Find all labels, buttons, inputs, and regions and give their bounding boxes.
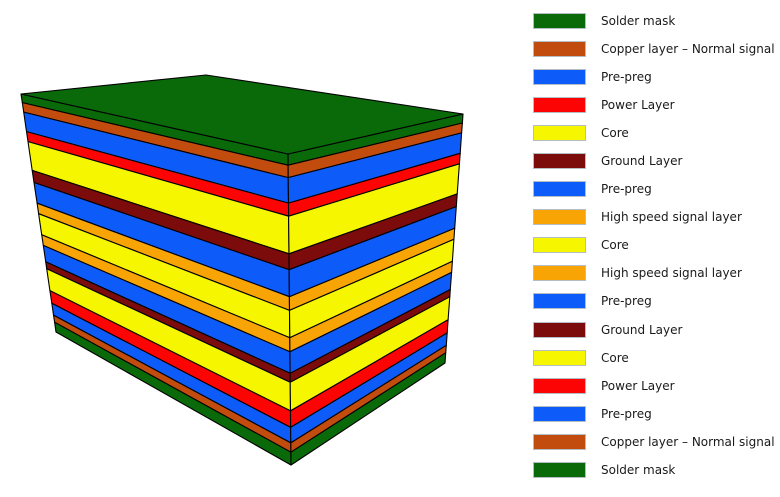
- legend-label: Power Layer: [601, 378, 675, 393]
- legend-label: Power Layer: [601, 98, 675, 113]
- legend-swatch: [533, 97, 586, 114]
- legend-swatch: [533, 433, 586, 450]
- legend-label: Ground Layer: [601, 154, 683, 169]
- legend-swatch: [533, 69, 586, 86]
- legend-swatch: [533, 13, 586, 30]
- legend-item: Solder mask: [533, 7, 775, 35]
- legend-swatch: [533, 377, 586, 394]
- legend-label: Pre-preg: [601, 294, 652, 309]
- legend-swatch: [533, 265, 586, 282]
- legend-label: Copper layer – Normal signal: [601, 42, 775, 57]
- legend-label: Pre-preg: [601, 406, 652, 421]
- legend-swatch: [533, 349, 586, 366]
- legend-swatch: [533, 461, 586, 478]
- legend-item: Pre-preg: [533, 63, 775, 91]
- legend-swatch: [533, 153, 586, 170]
- legend-label: Pre-preg: [601, 182, 652, 197]
- legend-item: High speed signal layer: [533, 203, 775, 231]
- legend-item: Ground Layer: [533, 147, 775, 175]
- legend-item: High speed signal layer: [533, 259, 775, 287]
- legend-item: Core: [533, 231, 775, 259]
- legend-swatch: [533, 209, 586, 226]
- legend-item: Pre-preg: [533, 400, 775, 428]
- legend-label: Core: [601, 238, 629, 253]
- legend: Solder mask Copper layer – Normal signal P…: [533, 7, 775, 484]
- legend-swatch: [533, 125, 586, 142]
- legend-label: Solder mask: [601, 14, 676, 29]
- legend-label: High speed signal layer: [601, 210, 742, 225]
- legend-item: Core: [533, 119, 775, 147]
- legend-swatch: [533, 41, 586, 58]
- stackup-3d-svg: [20, 74, 464, 466]
- legend-item: Copper layer – Normal signal: [533, 35, 775, 63]
- legend-label: Solder mask: [601, 462, 676, 477]
- legend-swatch: [533, 181, 586, 198]
- legend-item: Pre-preg: [533, 175, 775, 203]
- legend-label: Core: [601, 350, 629, 365]
- legend-item: Solder mask: [533, 456, 775, 484]
- legend-item: Power Layer: [533, 91, 775, 119]
- legend-label: Copper layer – Normal signal: [601, 434, 775, 449]
- legend-label: Core: [601, 126, 629, 141]
- legend-item: Pre-preg: [533, 287, 775, 315]
- legend-swatch: [533, 293, 586, 310]
- legend-item: Copper layer – Normal signal: [533, 428, 775, 456]
- legend-label: High speed signal layer: [601, 266, 742, 281]
- legend-item: Ground Layer: [533, 316, 775, 344]
- legend-item: Core: [533, 344, 775, 372]
- legend-item: Power Layer: [533, 372, 775, 400]
- stack-top-face: [20, 74, 464, 155]
- legend-swatch: [533, 405, 586, 422]
- layer-17-right-face: [290, 352, 447, 466]
- legend-label: Ground Layer: [601, 322, 683, 337]
- legend-swatch: [533, 321, 586, 338]
- legend-swatch: [533, 237, 586, 254]
- legend-label: Pre-preg: [601, 70, 652, 85]
